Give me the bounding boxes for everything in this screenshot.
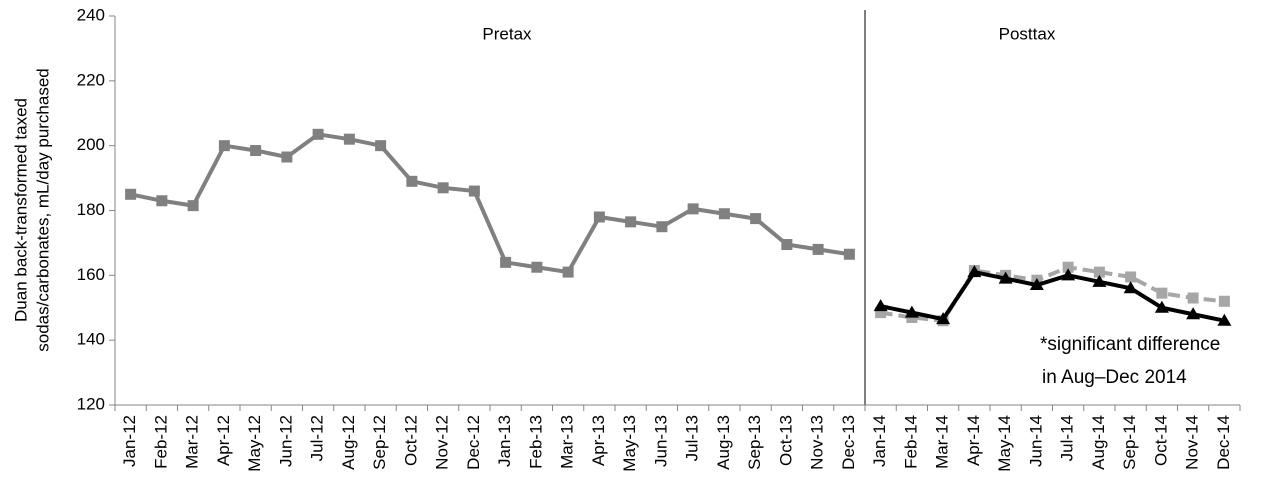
marker <box>343 133 355 145</box>
x-tick-label: Aug-13 <box>714 415 733 470</box>
x-tick-label: May-13 <box>620 415 639 472</box>
marker <box>281 151 293 163</box>
x-tick-label: Mar-14 <box>933 415 952 469</box>
marker <box>156 195 168 207</box>
y-tick-label: 120 <box>77 394 105 413</box>
x-tick-label: Nov-12 <box>433 415 452 470</box>
x-tick-label: Sep-13 <box>745 415 764 470</box>
marker <box>1154 300 1169 313</box>
marker <box>1123 281 1138 294</box>
marker <box>1217 313 1232 326</box>
marker <box>656 221 668 233</box>
x-tick-label: Jun-13 <box>651 415 670 467</box>
marker <box>904 305 919 318</box>
marker <box>1187 292 1199 304</box>
marker <box>687 203 699 215</box>
marker <box>1125 271 1137 283</box>
marker <box>562 266 574 278</box>
marker <box>1156 287 1168 299</box>
marker <box>873 299 888 312</box>
x-tick-label: Jan-12 <box>120 415 139 467</box>
marker <box>187 200 199 212</box>
series-line <box>880 269 1225 323</box>
x-tick-label: Sep-14 <box>1120 415 1139 470</box>
marker <box>812 243 824 255</box>
annotation: in Aug–Dec 2014 <box>1042 367 1187 388</box>
x-tick-label: Sep-12 <box>370 415 389 470</box>
x-tick-label: Nov-14 <box>1183 415 1202 470</box>
x-tick-label: Nov-13 <box>808 415 827 470</box>
y-tick-label: 240 <box>77 5 105 24</box>
x-tick-label: Dec-12 <box>464 415 483 470</box>
x-tick-label: Jan-14 <box>870 415 889 467</box>
x-tick-label: Apr-12 <box>214 415 233 466</box>
y-tick-label: 160 <box>77 265 105 284</box>
marker <box>375 140 387 152</box>
marker <box>998 271 1013 284</box>
marker <box>1062 261 1074 273</box>
x-tick-label: May-14 <box>995 415 1014 472</box>
x-tick-label: Mar-13 <box>558 415 577 469</box>
x-tick-label: Feb-14 <box>901 415 920 469</box>
x-tick-label: Jul-12 <box>308 415 327 461</box>
marker <box>437 182 449 194</box>
x-tick-label: Dec-13 <box>839 415 858 470</box>
y-tick-label: 140 <box>77 330 105 349</box>
x-tick-label: Jun-12 <box>276 415 295 467</box>
marker <box>1218 295 1230 307</box>
x-tick-label: Jan-13 <box>495 415 514 467</box>
marker <box>406 175 418 187</box>
marker <box>718 208 730 220</box>
annotation: Pretax <box>482 24 532 43</box>
marker <box>750 213 762 225</box>
x-tick-label: Aug-12 <box>339 415 358 470</box>
x-tick-label: Apr-13 <box>589 415 608 466</box>
x-tick-label: Oct-14 <box>1151 415 1170 466</box>
marker <box>1093 266 1105 278</box>
y-axis-label: Duan back-transformed taxed <box>11 98 30 322</box>
x-tick-label: Apr-14 <box>964 415 983 466</box>
marker <box>468 185 480 197</box>
marker <box>125 188 137 200</box>
y-tick-label: 200 <box>77 135 105 154</box>
marker <box>625 216 637 228</box>
marker <box>250 145 262 157</box>
x-tick-label: Jul-14 <box>1058 415 1077 461</box>
marker <box>312 128 324 140</box>
x-tick-label: Oct-13 <box>776 415 795 466</box>
marker <box>531 261 543 273</box>
marker <box>967 265 982 278</box>
y-tick-label: 180 <box>77 200 105 219</box>
x-tick-label: Jul-13 <box>683 415 702 461</box>
x-tick-label: May-12 <box>245 415 264 472</box>
marker <box>500 256 512 268</box>
annotation: *significant difference <box>1040 334 1220 355</box>
marker <box>1092 274 1107 287</box>
y-tick-label: 220 <box>77 70 105 89</box>
y-axis-label: sodas/carbonates, mL/day purchased <box>33 68 52 352</box>
x-tick-label: Dec-14 <box>1214 415 1233 470</box>
x-tick-label: Aug-14 <box>1089 415 1108 470</box>
marker <box>1061 268 1076 281</box>
marker <box>936 312 951 325</box>
marker <box>843 248 855 260</box>
marker <box>593 211 605 223</box>
annotation: Posttax <box>999 24 1056 43</box>
series-line <box>130 132 850 275</box>
marker <box>218 140 230 152</box>
series-line <box>880 265 1225 323</box>
marker <box>875 307 887 319</box>
marker <box>781 239 793 251</box>
x-tick-label: Feb-12 <box>151 415 170 469</box>
marker <box>1029 278 1044 291</box>
x-tick-label: Oct-12 <box>401 415 420 466</box>
marker <box>1186 307 1201 320</box>
x-tick-label: Jun-14 <box>1026 415 1045 467</box>
x-tick-label: Mar-12 <box>183 415 202 469</box>
x-tick-label: Feb-13 <box>526 415 545 469</box>
